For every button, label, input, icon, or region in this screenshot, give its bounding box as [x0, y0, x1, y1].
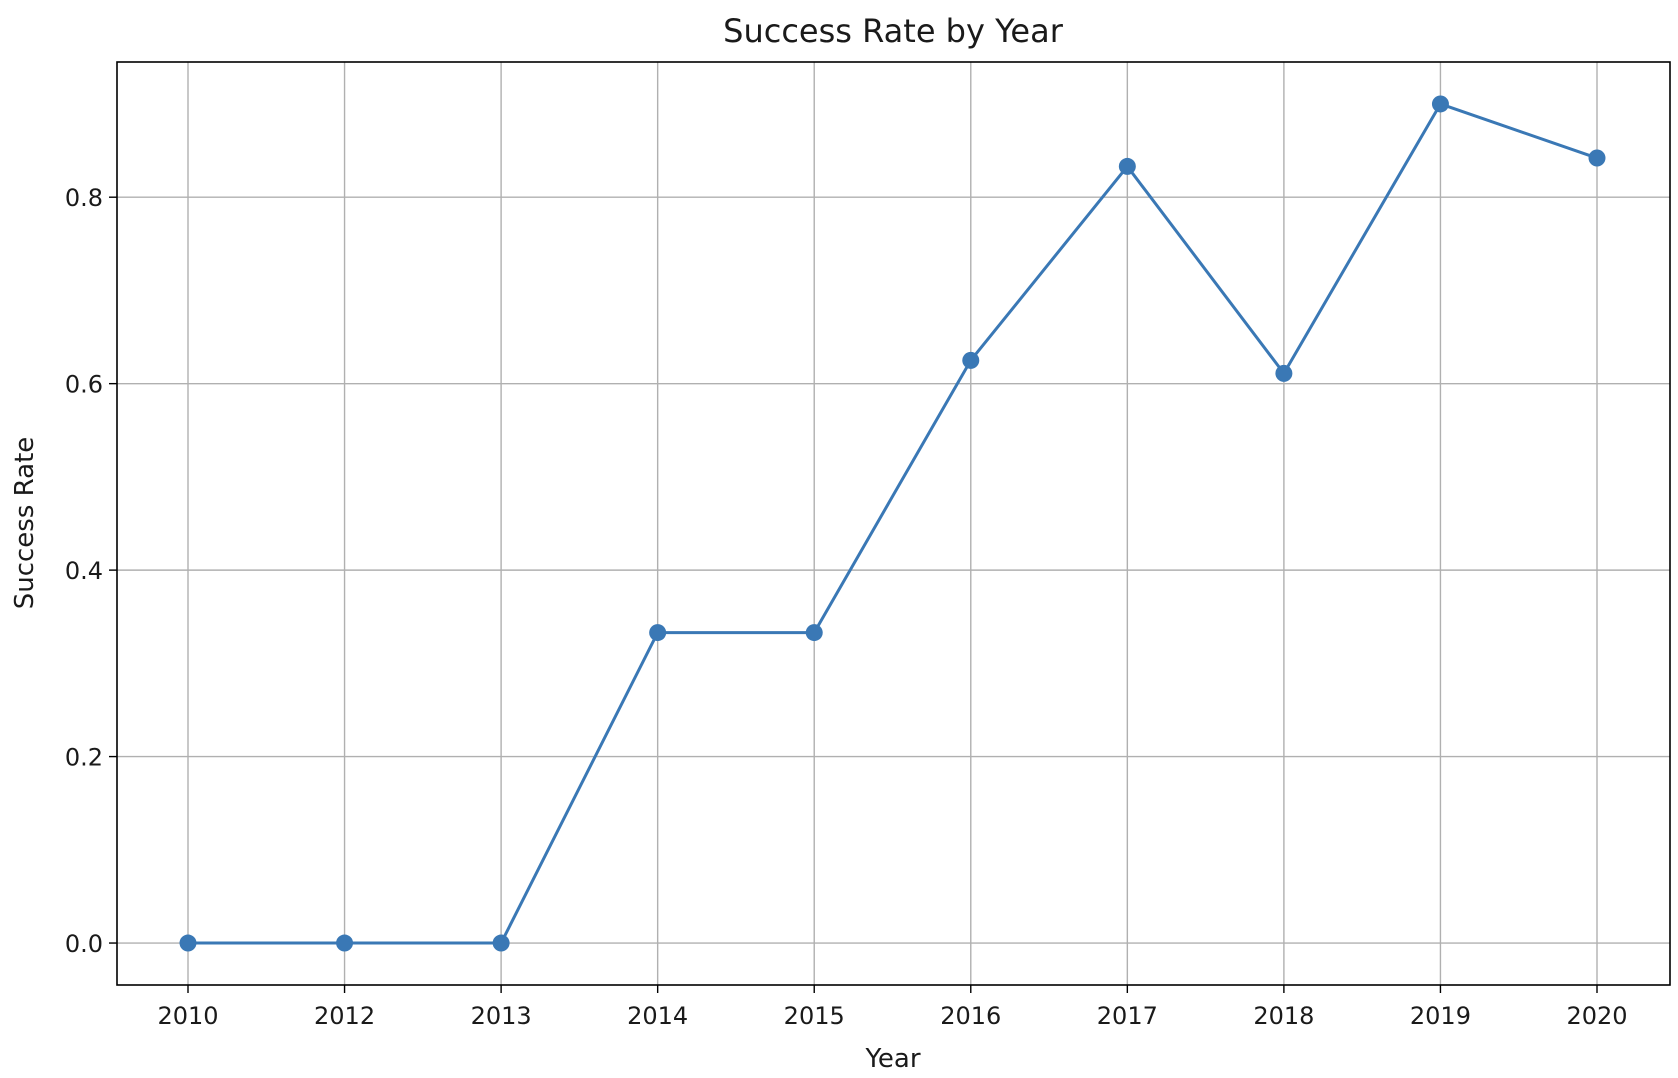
x-tick-label: 2014	[627, 1002, 688, 1030]
data-point	[962, 351, 980, 369]
data-point	[649, 624, 667, 642]
data-point	[1588, 149, 1606, 167]
data-point	[1118, 157, 1136, 175]
y-tick-label: 0.4	[65, 557, 103, 585]
x-tick-label: 2018	[1253, 1002, 1314, 1030]
ticks: 2010 2012 2013 2014 2015 2016 2017 2018 2019 2020…	[65, 184, 1628, 1030]
x-tick-label: 2017	[1097, 1002, 1158, 1030]
series-line	[188, 102, 1598, 945]
data-point	[492, 934, 510, 952]
chart-title: Success Rate by Year	[723, 12, 1064, 50]
x-tick-label: 2020	[1566, 1002, 1627, 1030]
x-tick-label: 2016	[940, 1002, 1001, 1030]
data-point	[1275, 364, 1293, 382]
x-tick-label: 2010	[157, 1002, 218, 1030]
x-tick-label: 2013	[471, 1002, 532, 1030]
data-point	[179, 934, 197, 952]
data-point	[805, 624, 823, 642]
x-tick-label: 2015	[784, 1002, 845, 1030]
y-tick-label: 0.6	[65, 371, 103, 399]
y-tick-label: 0.0	[65, 930, 103, 958]
x-tick-label: 2012	[314, 1002, 375, 1030]
y-tick-label: 0.2	[65, 744, 103, 772]
data-point	[1431, 95, 1449, 113]
series-layer	[179, 95, 1606, 952]
y-axis-label: Success Rate	[10, 437, 40, 610]
plot-frame	[116, 61, 1671, 986]
y-tick-label: 0.8	[65, 184, 103, 212]
x-tick-label: 2019	[1410, 1002, 1471, 1030]
x-axis-label: Year	[864, 1044, 920, 1074]
data-point	[336, 934, 354, 952]
